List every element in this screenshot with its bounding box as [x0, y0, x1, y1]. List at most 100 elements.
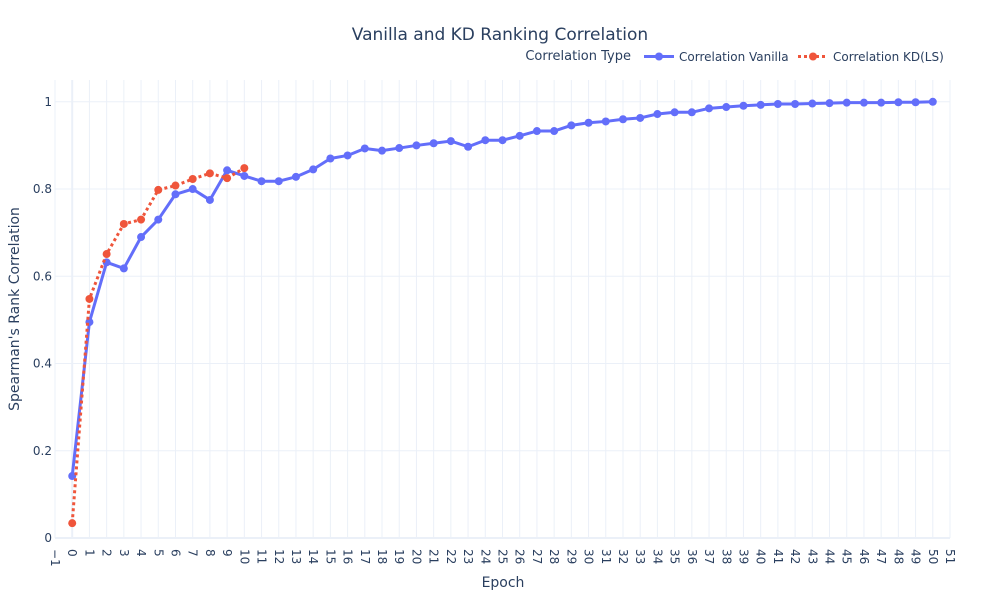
x-tick-label: 10: [237, 549, 251, 564]
data-point[interactable]: [171, 181, 180, 190]
data-point[interactable]: [205, 195, 214, 204]
x-tick-label: 20: [409, 549, 423, 564]
data-point[interactable]: [601, 117, 610, 126]
data-point[interactable]: [395, 144, 404, 153]
x-tick-label: 12: [272, 549, 286, 564]
data-point[interactable]: [119, 264, 128, 273]
x-tick-label: 5: [151, 549, 165, 557]
y-tick-label: 0: [44, 531, 52, 545]
x-tick-label: 9: [220, 549, 234, 557]
data-point[interactable]: [550, 127, 559, 136]
data-point[interactable]: [360, 144, 369, 153]
data-point[interactable]: [464, 142, 473, 151]
data-point[interactable]: [705, 104, 714, 113]
data-point[interactable]: [481, 136, 490, 145]
data-point[interactable]: [498, 136, 507, 145]
data-point[interactable]: [85, 294, 94, 303]
data-point[interactable]: [584, 118, 593, 127]
data-point[interactable]: [894, 98, 903, 107]
legend: Correlation Type Correlation Vanilla Cor…: [525, 49, 943, 64]
data-point[interactable]: [223, 166, 232, 175]
data-point[interactable]: [240, 171, 249, 180]
x-tick-label: 49: [909, 549, 923, 564]
data-point[interactable]: [567, 121, 576, 130]
data-point[interactable]: [154, 185, 163, 194]
data-point[interactable]: [532, 127, 541, 136]
x-tick-label: 37: [702, 549, 716, 564]
data-point[interactable]: [825, 99, 834, 108]
data-point[interactable]: [808, 99, 817, 108]
data-point[interactable]: [429, 139, 438, 148]
data-point[interactable]: [412, 141, 421, 150]
data-point[interactable]: [618, 115, 627, 124]
data-point[interactable]: [378, 146, 387, 155]
data-point[interactable]: [791, 99, 800, 108]
x-tick-label: 7: [186, 549, 200, 557]
data-point[interactable]: [722, 103, 731, 112]
data-point[interactable]: [653, 110, 662, 119]
data-point[interactable]: [205, 169, 214, 178]
x-tick-label: 48: [891, 549, 905, 564]
data-point[interactable]: [240, 164, 249, 173]
data-point[interactable]: [928, 97, 937, 106]
data-point[interactable]: [274, 177, 283, 186]
x-tick-label: 34: [650, 549, 664, 564]
data-point[interactable]: [877, 98, 886, 107]
x-tick-label: 14: [306, 549, 320, 564]
legend-item-vanilla[interactable]: Correlation Vanilla: [644, 50, 789, 64]
series-1: [68, 164, 249, 528]
x-tick-label: 26: [513, 549, 527, 564]
data-point[interactable]: [670, 108, 679, 117]
data-point[interactable]: [446, 137, 455, 146]
x-tick-label: 51: [943, 549, 957, 564]
legend-label-vanilla: Correlation Vanilla: [679, 50, 789, 64]
x-tick-label: 0: [65, 549, 79, 557]
x-tick-label: 13: [289, 549, 303, 564]
data-point[interactable]: [68, 472, 77, 481]
data-point[interactable]: [739, 101, 748, 110]
legend-label-kd: Correlation KD(LS): [833, 50, 944, 64]
data-point[interactable]: [859, 98, 868, 107]
x-tick-label: 19: [392, 549, 406, 564]
x-tick-label: 2: [100, 549, 114, 557]
x-tick-label: 3: [117, 549, 131, 557]
legend-marker-vanilla: [655, 52, 663, 61]
x-tick-label: 45: [840, 549, 854, 564]
data-point[interactable]: [102, 250, 111, 259]
grid-layer: [54, 80, 951, 539]
data-point[interactable]: [188, 175, 197, 184]
data-point[interactable]: [188, 185, 197, 194]
data-point[interactable]: [756, 100, 765, 109]
x-tick-label: 46: [857, 549, 871, 564]
data-point[interactable]: [911, 98, 920, 107]
data-point[interactable]: [68, 519, 77, 528]
y-tick-label: 0.8: [33, 182, 52, 196]
chart-title: Vanilla and KD Ranking Correlation: [352, 25, 648, 45]
data-point[interactable]: [154, 215, 163, 224]
x-tick-label: 40: [754, 549, 768, 564]
data-point[interactable]: [842, 98, 851, 107]
data-point[interactable]: [309, 165, 318, 174]
data-point[interactable]: [137, 233, 146, 242]
data-point[interactable]: [343, 151, 352, 160]
data-point[interactable]: [773, 99, 782, 108]
data-point[interactable]: [291, 172, 300, 181]
data-point[interactable]: [515, 131, 524, 140]
data-point[interactable]: [687, 108, 696, 117]
data-point[interactable]: [137, 215, 146, 224]
data-point[interactable]: [119, 219, 128, 228]
data-point[interactable]: [257, 177, 266, 186]
data-point[interactable]: [326, 154, 335, 163]
x-tick-label: 6: [168, 549, 182, 557]
legend-item-kd[interactable]: Correlation KD(LS): [798, 50, 944, 64]
x-tick-label: 50: [926, 549, 940, 564]
data-point[interactable]: [636, 113, 645, 122]
x-tick-label: 47: [874, 549, 888, 564]
x-tick-label: 44: [823, 549, 837, 564]
x-tick-label: 33: [633, 549, 647, 564]
data-point[interactable]: [171, 190, 180, 199]
x-tick-label: 18: [375, 549, 389, 564]
x-tick-label: 38: [719, 549, 733, 564]
data-point[interactable]: [223, 174, 232, 183]
